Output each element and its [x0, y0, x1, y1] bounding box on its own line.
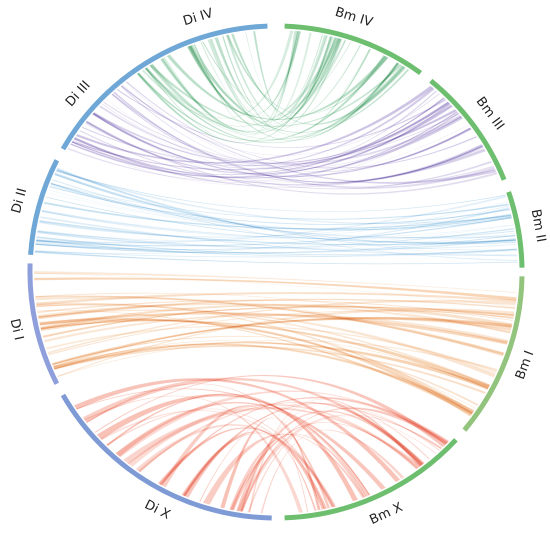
- synteny-link: [112, 92, 484, 184]
- synteny-link: [189, 44, 410, 134]
- synteny-link: [141, 37, 340, 127]
- link-group-dix-bmx: [73, 374, 450, 514]
- synteny-link: [34, 250, 519, 265]
- chromosome-arc-diii: [28, 159, 60, 255]
- link-group-diii-bmii: [34, 167, 519, 265]
- synteny-link: [136, 54, 387, 142]
- synteny-link: [50, 182, 509, 220]
- synteny-link: [111, 90, 438, 167]
- synteny-link: [135, 423, 337, 508]
- chromosome-arc-dix: [60, 393, 272, 521]
- synteny-link: [49, 182, 512, 231]
- synteny-link: [82, 377, 426, 466]
- chromosome-arc-bmiii: [429, 78, 507, 181]
- synteny-link: [92, 112, 472, 178]
- synteny-link: [52, 343, 475, 414]
- synteny-link: [71, 112, 460, 186]
- chromosome-arc-bmx: [284, 438, 458, 521]
- synteny-link: [35, 302, 491, 387]
- synteny-link: [71, 101, 450, 176]
- synteny-link: [98, 106, 495, 188]
- chromosome-arc-diiii: [60, 70, 133, 151]
- chromosome-arc-bmiv: [284, 23, 423, 76]
- synteny-link: [72, 110, 459, 182]
- synteny-link: [55, 170, 506, 213]
- chromosome-arc-dii: [27, 263, 60, 385]
- synteny-link: [39, 215, 518, 257]
- synteny-link: [245, 31, 324, 111]
- synteny-link: [75, 85, 434, 164]
- chromosome-label-bmiv: Bm IV: [333, 5, 374, 31]
- synteny-link: [216, 32, 313, 123]
- link-group-diiii-bmiii: [67, 81, 498, 195]
- synteny-link: [75, 388, 387, 491]
- synteny-link: [35, 239, 518, 257]
- synteny-link: [34, 206, 510, 255]
- synteny-link: [57, 339, 498, 378]
- chromosome-label-bmx: Bm X: [367, 500, 405, 528]
- synteny-link: [57, 307, 515, 378]
- chromosome-label-diiv: Di IV: [181, 6, 215, 29]
- synteny-link: [50, 182, 513, 231]
- synteny-link: [186, 30, 301, 116]
- synteny-link: [67, 124, 469, 184]
- chromosome-label-bmi: Bm I: [513, 349, 537, 382]
- synteny-link: [260, 429, 405, 514]
- synteny-link: [226, 34, 389, 115]
- synteny-link: [221, 35, 372, 135]
- synteny-link: [52, 316, 513, 368]
- synteny-link: [33, 270, 518, 294]
- chromosome-label-dix: Di X: [142, 497, 173, 522]
- synteny-link: [33, 272, 516, 308]
- synteny-link: [230, 33, 406, 126]
- link-group-dii-bmi: [33, 270, 518, 417]
- synteny-link: [47, 299, 517, 355]
- synteny-link: [92, 104, 453, 165]
- synteny-link: [51, 335, 489, 390]
- chromosome-label-dii: Di I: [7, 317, 26, 341]
- synteny-link: [41, 209, 515, 240]
- chromosome-arc-diiv: [129, 23, 268, 76]
- synteny-link: [148, 63, 403, 128]
- synteny-link: [144, 30, 294, 119]
- synteny-link: [40, 305, 515, 332]
- link-group-diiv-bmiv: [136, 30, 410, 144]
- synteny-link: [102, 101, 463, 165]
- synteny-links: [33, 30, 519, 514]
- synteny-link: [36, 230, 516, 249]
- synteny-link: [73, 377, 401, 483]
- synteny-link: [252, 30, 333, 119]
- chromosome-label-diii: Di II: [9, 187, 30, 216]
- synteny-link: [33, 277, 517, 301]
- synteny-link: [92, 113, 493, 190]
- chromosome-label-diiii: Di III: [63, 78, 94, 110]
- chromosome-label-bmii: Bm II: [528, 208, 549, 243]
- chromosome-arc-bmi: [462, 276, 525, 432]
- synteny-link: [35, 216, 513, 247]
- synteny-link: [115, 401, 371, 497]
- chromosome-arcs: [27, 23, 525, 521]
- chromosome-arc-bmii: [506, 191, 525, 268]
- synteny-link: [161, 34, 328, 136]
